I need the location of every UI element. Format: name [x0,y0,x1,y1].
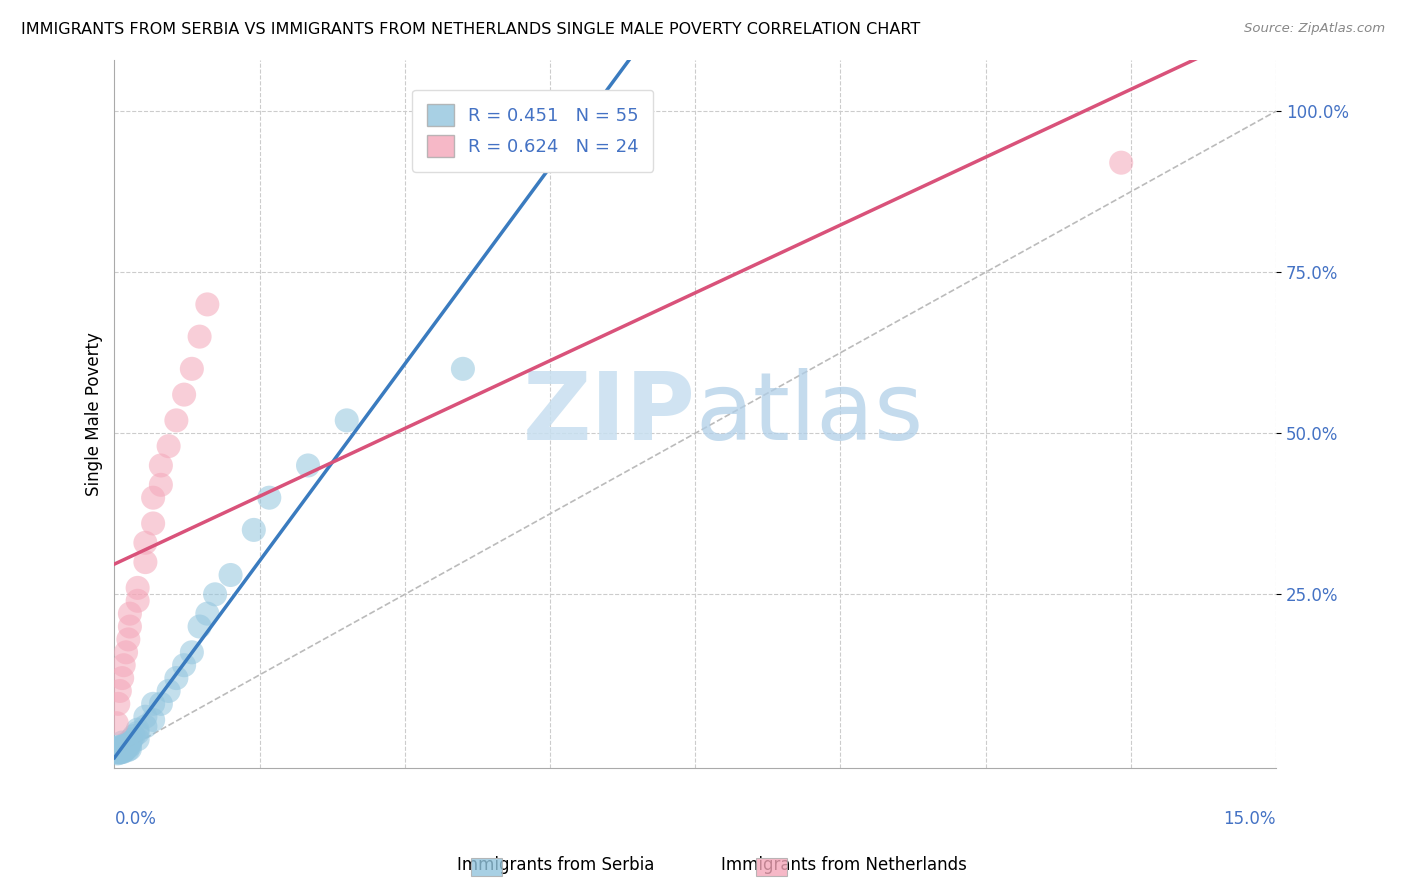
Point [149,697,172,711]
Point [1109,155,1132,169]
Point [117,743,139,757]
Point [111,739,134,753]
Point [110,745,132,759]
Point [105,745,128,759]
Point [127,723,149,737]
Point [173,658,195,673]
Point [127,581,149,595]
Point [107,745,129,759]
Point [127,594,149,608]
Point [117,739,139,753]
Point [110,745,132,759]
Point [107,740,129,755]
Point [297,458,319,473]
Point [122,729,145,743]
Point [115,737,138,751]
Point [142,713,165,727]
Point [195,297,218,311]
Point [112,745,135,759]
Text: Immigrants from Netherlands: Immigrants from Netherlands [721,856,966,874]
Point [118,742,141,756]
Text: ZIP: ZIP [523,368,695,460]
Point [111,740,134,755]
Point [115,742,138,756]
Point [115,740,138,755]
Text: IMMIGRANTS FROM SERBIA VS IMMIGRANTS FROM NETHERLANDS SINGLE MALE POVERTY CORREL: IMMIGRANTS FROM SERBIA VS IMMIGRANTS FRO… [21,22,921,37]
Point [188,619,211,633]
Y-axis label: Single Male Poverty: Single Male Poverty [86,332,103,496]
Point [188,329,211,343]
Point [243,523,266,537]
Point [108,742,131,756]
Text: 15.0%: 15.0% [1223,810,1277,828]
Point [142,491,165,505]
Point [336,413,359,427]
Point [127,732,149,747]
Point [180,645,202,659]
Point [451,361,474,376]
Point [165,413,187,427]
Point [114,739,136,753]
Point [108,746,131,760]
Point [180,361,202,376]
Point [149,478,172,492]
Point [120,732,142,747]
Point [108,745,131,759]
Point [107,743,129,757]
Point [134,555,156,569]
Point [118,739,141,753]
Point [134,719,156,733]
Point [204,587,226,601]
Legend: R = 0.451   N = 55, R = 0.624   N = 24: R = 0.451 N = 55, R = 0.624 N = 24 [412,90,654,172]
Point [259,491,281,505]
Point [157,684,180,698]
Point [112,658,135,673]
Point [111,743,134,757]
Point [114,743,136,757]
Point [105,743,128,757]
Point [115,645,138,659]
Point [142,516,165,531]
Point [118,735,141,749]
Text: Source: ZipAtlas.com: Source: ZipAtlas.com [1244,22,1385,36]
Point [157,439,180,453]
Point [108,684,131,698]
Point [118,619,141,633]
Point [107,742,129,756]
Text: Immigrants from Serbia: Immigrants from Serbia [457,856,654,874]
Point [173,387,195,401]
Point [107,747,129,761]
Point [111,671,134,685]
Point [107,697,129,711]
Text: atlas: atlas [695,368,924,460]
Point [127,726,149,740]
Point [142,697,165,711]
Point [111,735,134,749]
Point [110,742,132,756]
Point [110,740,132,755]
Point [219,568,242,582]
Point [118,607,141,621]
Point [134,710,156,724]
Point [108,744,131,758]
Point [149,458,172,473]
Point [165,671,187,685]
Point [117,632,139,647]
Point [134,536,156,550]
Point [112,742,135,756]
Point [111,745,134,759]
Text: 0.0%: 0.0% [114,810,156,828]
Point [105,716,128,731]
Point [195,607,218,621]
